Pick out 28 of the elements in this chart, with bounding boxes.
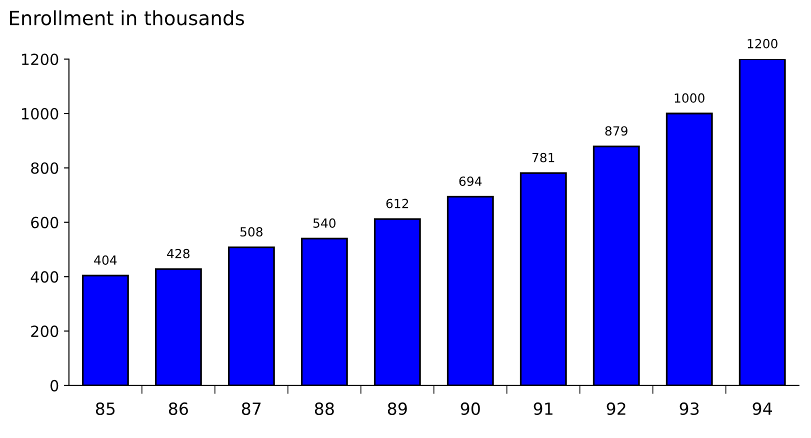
data-label: 781 bbox=[532, 152, 554, 162]
y-tick-label: 200 bbox=[31, 326, 58, 338]
x-tick-label: 91 bbox=[534, 402, 552, 416]
y-tick-label: 800 bbox=[31, 162, 58, 174]
data-label: 1200 bbox=[748, 38, 778, 48]
data-label: 1000 bbox=[674, 93, 704, 103]
y-tick-label: 1200 bbox=[22, 54, 58, 66]
x-tick-label: 93 bbox=[680, 402, 699, 416]
x-tick-label: 89 bbox=[388, 402, 407, 416]
x-tick-label: 94 bbox=[752, 402, 772, 416]
data-label: 540 bbox=[313, 218, 336, 228]
x-tick-label: 85 bbox=[96, 402, 115, 416]
x-tick-label: 86 bbox=[168, 402, 188, 416]
x-tick-label: 92 bbox=[606, 402, 626, 416]
y-tick-label: 1000 bbox=[22, 108, 58, 120]
data-label: 428 bbox=[167, 248, 190, 258]
x-tick-label: 90 bbox=[460, 402, 480, 416]
data-label: 508 bbox=[240, 227, 262, 237]
x-tick-label: 88 bbox=[314, 402, 334, 416]
data-label: 694 bbox=[459, 176, 482, 186]
data-label: 612 bbox=[386, 198, 408, 208]
x-tick-label: 87 bbox=[242, 402, 261, 416]
data-label: 879 bbox=[605, 126, 628, 136]
y-tick-label: 600 bbox=[31, 216, 58, 228]
chart-title: Enrollment in thousands bbox=[10, 10, 244, 26]
y-tick-label: 400 bbox=[30, 271, 58, 283]
y-tick-label: 0 bbox=[50, 380, 58, 392]
data-label: 404 bbox=[94, 255, 117, 265]
